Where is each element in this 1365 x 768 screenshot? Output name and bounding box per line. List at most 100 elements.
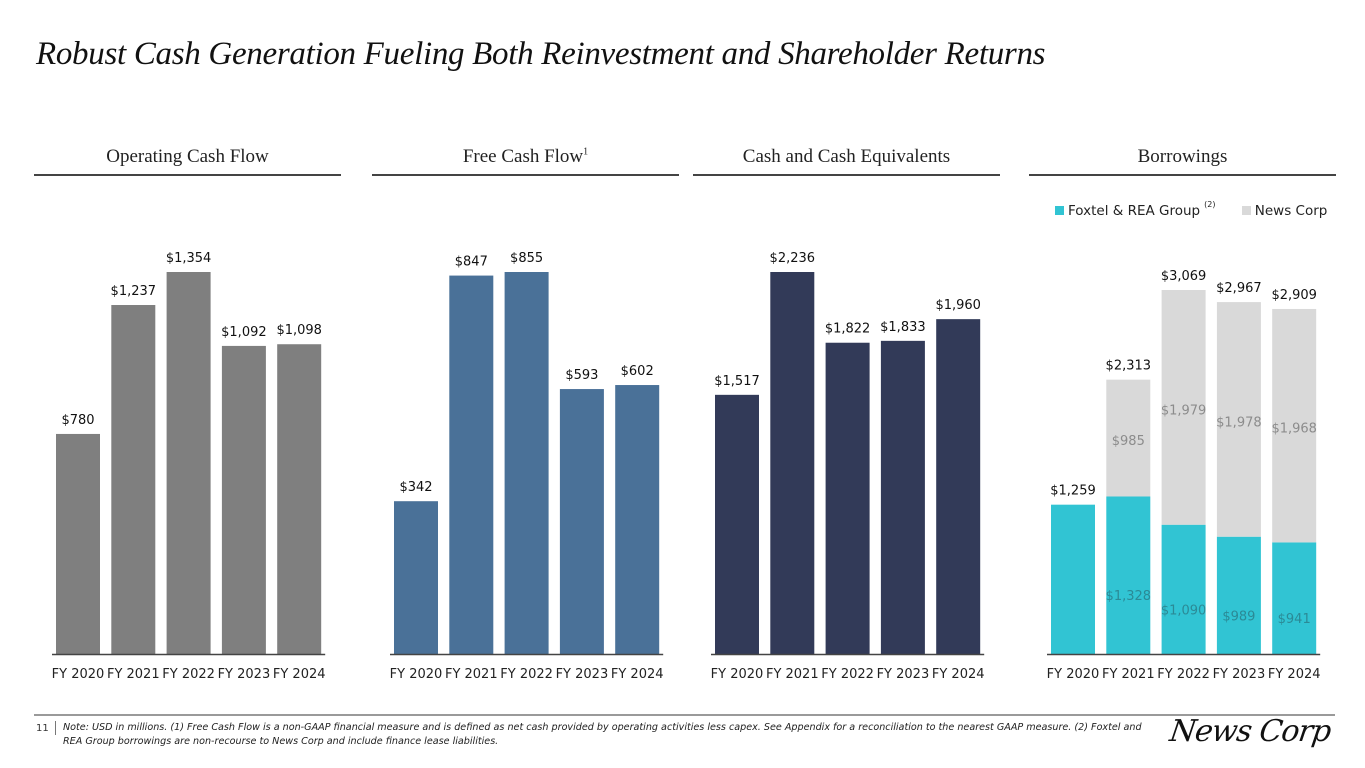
legend-label: News Corp [1254, 203, 1328, 219]
x-tick-label: FY 2020 [1047, 667, 1100, 682]
segment-label: $1,090 [1161, 603, 1207, 618]
footnote: Note: USD in millions. (1) Free Cash Flo… [63, 722, 1142, 747]
panel-title-rule [34, 174, 341, 176]
panel-title-text: Free Cash Flow [462, 146, 584, 167]
page-number-separator [55, 721, 56, 735]
data-label: $780 [61, 413, 94, 428]
bar-fy-2022 [504, 272, 549, 654]
cash-equivalents-chart: $1,517 FY 2020 $2,236 FY 2021 $1,822 FY 2022 $… [711, 251, 985, 682]
total-label: $2,909 [1271, 288, 1317, 303]
bar-fy-2020 [394, 501, 438, 654]
x-tick-label: FY 2020 [52, 667, 105, 682]
bar-fy-2020 [56, 433, 100, 654]
page-number: 11 [36, 723, 49, 734]
total-label: $1,259 [1050, 484, 1096, 499]
news-corp-logo: News Corp [1167, 714, 1333, 749]
segment-label: $1,328 [1106, 589, 1152, 604]
x-tick-label: FY 2022 [500, 667, 553, 682]
bar-fy-2021 [770, 272, 815, 654]
chart-legend: Foxtel & REA Group (2) News Corp [1055, 200, 1349, 219]
data-label: $1,833 [880, 320, 926, 335]
total-label: $2,313 [1106, 359, 1152, 374]
x-tick-label: FY 2022 [821, 667, 874, 682]
x-tick-label: FY 2023 [1213, 667, 1266, 682]
segment-label: $941 [1278, 612, 1311, 627]
data-label: $1,822 [825, 322, 871, 337]
x-tick-label: FY 2021 [1102, 667, 1155, 682]
operating-cash-flow-panel: Operating Cash Flow $780 FY 2020 $1,237 FY … [34, 140, 341, 700]
x-tick-label: FY 2024 [611, 667, 664, 682]
footer-divider [34, 714, 1335, 716]
panel-title-text: Cash and Cash Equivalents [742, 146, 951, 167]
x-tick-label: FY 2022 [1157, 667, 1210, 682]
data-label: $342 [399, 480, 432, 495]
bar-segment-foxtel-rea [1216, 536, 1261, 654]
free-cash-flow-chart: $342 FY 2020 $847 FY 2021 $855 FY 2022 $593 FY … [390, 251, 664, 682]
data-label: $602 [621, 364, 654, 379]
bar-fy-2023 [880, 340, 925, 654]
panel-title: Free Cash Flow1 [372, 146, 679, 168]
x-tick-label: FY 2020 [390, 667, 443, 682]
bar-fy-2023 [559, 389, 604, 654]
bar-segment-news-corp [1161, 290, 1206, 525]
x-tick-label: FY 2022 [162, 667, 215, 682]
x-tick-label: FY 2021 [445, 667, 498, 682]
bar-segment-news-corp [1216, 302, 1261, 537]
panel-title-rule [693, 174, 1000, 176]
cash-equivalents-panel: Cash and Cash Equivalents $1,517 FY 2020 $… [693, 140, 1000, 700]
data-label: $1,517 [714, 374, 760, 389]
data-label: $1,098 [276, 323, 322, 338]
panel-title: Borrowings [1029, 146, 1336, 168]
data-label: $855 [510, 251, 543, 266]
borrowings-chart: $1,259 FY 2020 $1,328 $985 $2,313 FY 2021 $1,0… [1047, 269, 1321, 682]
free-cash-flow-panel: Free Cash Flow1 $342 FY 2020 $847 FY 2021 $8… [372, 140, 679, 700]
bar-fy-2023 [221, 345, 266, 654]
data-label: $1,960 [935, 298, 981, 313]
bar-fy-2021 [449, 275, 494, 654]
x-tick-label: FY 2021 [766, 667, 819, 682]
total-label: $3,069 [1161, 269, 1207, 284]
x-tick-label: FY 2024 [273, 667, 326, 682]
footnote-marker: 1 [583, 146, 589, 158]
data-label: $1,237 [111, 284, 157, 299]
bar-fy-2021 [111, 305, 156, 654]
bar-segment-foxtel-rea [1106, 496, 1151, 654]
panel-title-text: Borrowings [1137, 146, 1228, 167]
legend-item-news-corp: News Corp [1241, 203, 1328, 219]
panel-title-rule [1029, 174, 1336, 176]
legend-swatch [1241, 205, 1251, 215]
data-label: $593 [565, 368, 598, 383]
panel-title: Operating Cash Flow [34, 146, 341, 168]
slide-title: Robust Cash Generation Fueling Both Rein… [36, 36, 1046, 72]
bar-fy-2024 [615, 385, 660, 654]
borrowings-panel: Borrowings Foxtel & REA Group (2) News Co… [1029, 140, 1336, 700]
segment-label: $989 [1222, 609, 1255, 624]
bar-segment-foxtel-rea [1161, 524, 1206, 654]
x-tick-label: FY 2024 [1268, 667, 1321, 682]
bar-segment-news-corp [1106, 379, 1151, 497]
panel-title-text: Operating Cash Flow [106, 146, 269, 167]
x-tick-label: FY 2023 [556, 667, 609, 682]
segment-label: $1,978 [1216, 415, 1262, 430]
legend-label: Foxtel & REA Group [1068, 203, 1201, 219]
footnote-marker: (2) [1204, 200, 1216, 209]
bar-fy-2022 [825, 342, 870, 654]
bar-segment-foxtel-rea [1051, 504, 1095, 654]
bar-fy-2020 [715, 394, 759, 654]
bar-fy-2022 [166, 272, 211, 654]
panel-title: Cash and Cash Equivalents [693, 146, 1000, 168]
x-tick-label: FY 2023 [218, 667, 271, 682]
data-label: $847 [455, 255, 488, 270]
legend-item-foxtel-rea: Foxtel & REA Group (2) [1055, 200, 1215, 219]
x-tick-label: FY 2021 [107, 667, 160, 682]
operating-cash-flow-chart: $780 FY 2020 $1,237 FY 2021 $1,354 FY 2022 $1,… [52, 251, 326, 682]
segment-label: $1,979 [1161, 403, 1207, 418]
data-label: $1,092 [221, 325, 267, 340]
x-tick-label: FY 2024 [932, 667, 985, 682]
data-label: $2,236 [770, 251, 816, 266]
data-label: $1,354 [166, 251, 212, 266]
panel-title-rule [372, 174, 679, 176]
total-label: $2,967 [1216, 281, 1262, 296]
segment-label: $985 [1112, 434, 1145, 449]
x-tick-label: FY 2020 [711, 667, 764, 682]
